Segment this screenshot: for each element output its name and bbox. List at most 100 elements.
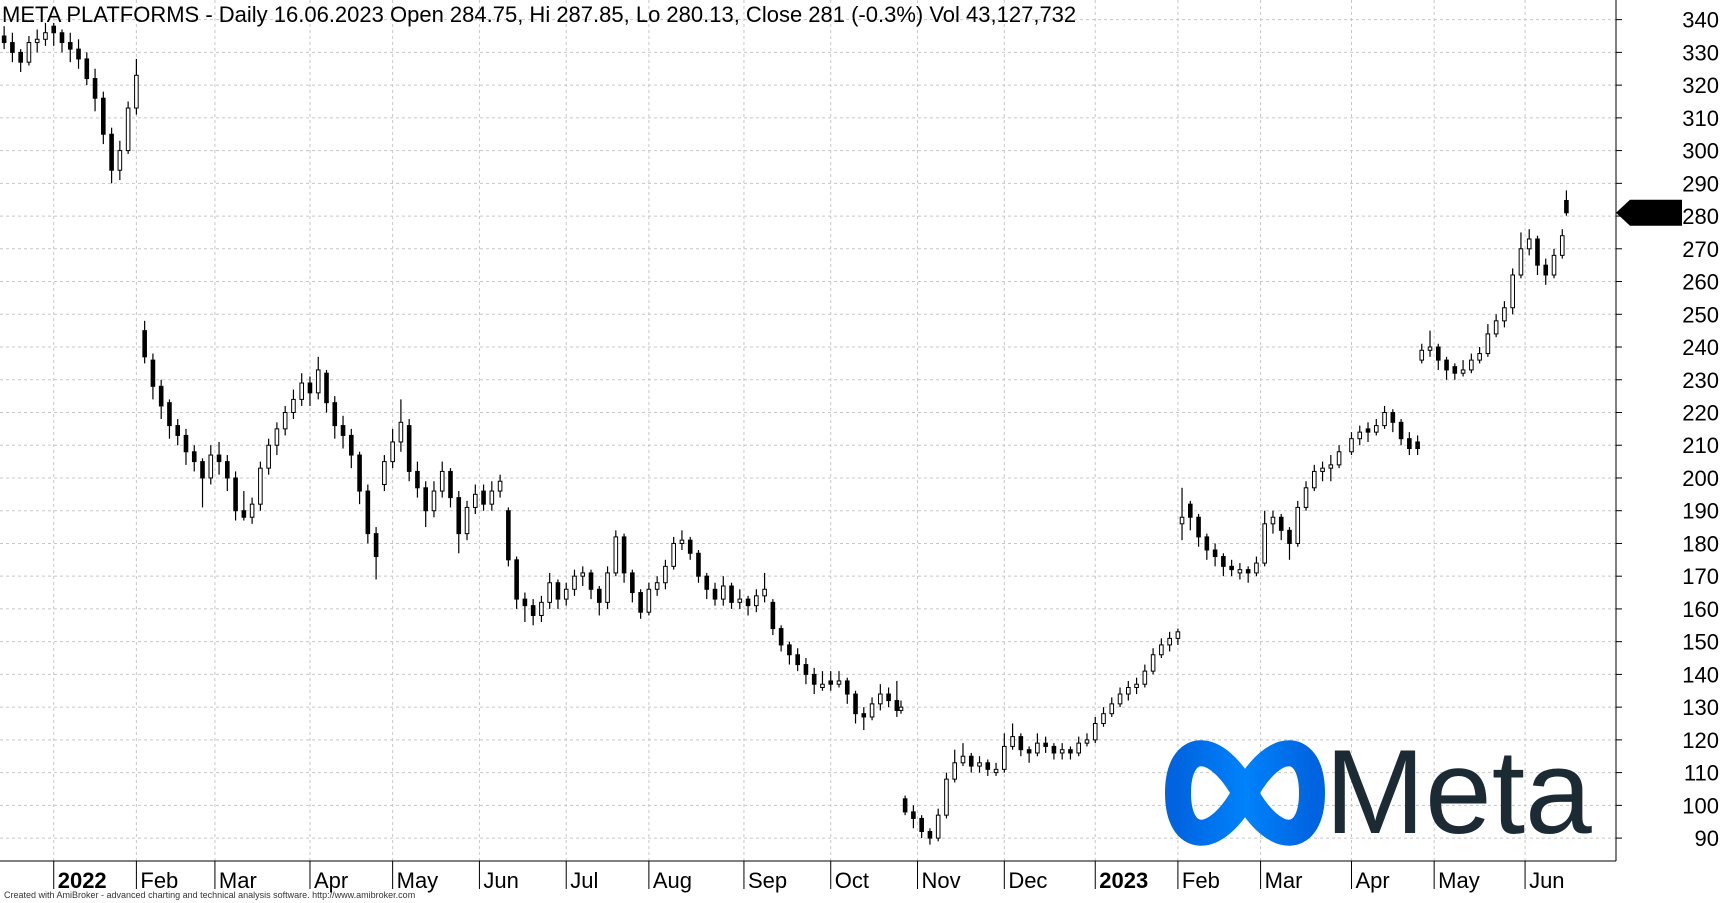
- candle-body: [1398, 421, 1404, 440]
- candle-body: [547, 582, 552, 603]
- candle-body: [167, 402, 172, 427]
- candle-body: [1167, 637, 1172, 646]
- candle-body: [1357, 431, 1363, 440]
- candle-body: [630, 572, 635, 594]
- candle-body: [1084, 739, 1090, 744]
- candle-body: [1564, 200, 1569, 214]
- last-price-marker: [1616, 199, 1682, 226]
- x-tick-label: Aug: [653, 868, 692, 893]
- candle-body: [1295, 506, 1301, 544]
- candle-body: [762, 588, 767, 597]
- candle-body: [125, 107, 131, 152]
- candle-body: [200, 461, 205, 479]
- candle-body: [522, 598, 528, 607]
- candle-body: [555, 582, 561, 600]
- y-tick-label: 160: [1682, 597, 1719, 622]
- candle-body: [844, 680, 850, 695]
- candle-body: [919, 817, 924, 833]
- x-tick-label: Feb: [1182, 868, 1220, 893]
- candle-body: [340, 425, 346, 436]
- candle-body: [935, 814, 941, 839]
- candle-body: [1150, 654, 1156, 672]
- candle-body: [572, 575, 577, 590]
- candle-body: [1026, 749, 1032, 754]
- y-tick-label: 330: [1682, 40, 1719, 65]
- y-tick-label: 300: [1682, 139, 1719, 164]
- x-tick-label: Oct: [835, 868, 869, 893]
- candle-body: [861, 713, 867, 718]
- candle-body: [332, 402, 338, 427]
- y-tick-label: 280: [1682, 204, 1719, 229]
- candle-body: [828, 680, 834, 685]
- candle-body: [646, 588, 652, 613]
- candle-body: [1518, 248, 1524, 276]
- candle-body: [1415, 441, 1420, 450]
- candle-body: [795, 654, 800, 666]
- candle-body: [1390, 411, 1396, 423]
- candle-body: [894, 700, 900, 711]
- candle-body: [530, 605, 536, 616]
- candle-body: [59, 32, 65, 44]
- candle-body: [1502, 307, 1507, 322]
- x-tick-label: Dec: [1008, 868, 1047, 893]
- candle-body: [621, 536, 627, 574]
- candle-body: [191, 451, 197, 463]
- candle-body: [985, 762, 991, 770]
- candle-body: [663, 565, 668, 584]
- candle-body: [1010, 736, 1015, 747]
- candle-body: [406, 425, 412, 472]
- candle-body: [233, 477, 238, 512]
- candle-body: [464, 506, 470, 535]
- y-tick-label: 290: [1682, 171, 1719, 196]
- y-tick-label: 310: [1682, 106, 1719, 131]
- candle-body: [1349, 438, 1354, 453]
- candle-body: [1419, 349, 1425, 361]
- candle-body: [1134, 683, 1139, 688]
- candle-body: [1365, 428, 1371, 433]
- candle-body: [1229, 565, 1234, 571]
- candle-body: [274, 428, 280, 446]
- candle-body: [1435, 346, 1441, 361]
- x-tick-label: 2022: [58, 868, 107, 893]
- candle-body: [886, 693, 891, 702]
- candle-body: [1278, 516, 1284, 531]
- candle-body: [1373, 425, 1379, 433]
- candle-body: [720, 585, 726, 600]
- candle-body: [968, 755, 974, 767]
- candle-body: [878, 693, 883, 705]
- candle-body: [67, 42, 73, 50]
- candle-body: [1535, 238, 1540, 266]
- y-tick-label: 230: [1682, 368, 1719, 393]
- candle-body: [1320, 467, 1325, 472]
- candle-body: [92, 78, 98, 99]
- candle-body: [1, 35, 7, 44]
- candle-body: [1245, 569, 1251, 574]
- candle-body: [456, 497, 462, 535]
- candle-body: [1262, 523, 1267, 564]
- candle-body: [993, 768, 999, 774]
- candle-body: [803, 664, 809, 675]
- candle-body: [671, 542, 676, 567]
- candle-body: [1444, 359, 1449, 371]
- y-tick-label: 170: [1682, 564, 1719, 589]
- candle-body: [1035, 742, 1040, 754]
- candle-body: [448, 470, 453, 499]
- x-tick-label: Mar: [219, 868, 257, 893]
- y-tick-label: 140: [1682, 662, 1719, 687]
- candle-body: [481, 490, 486, 505]
- candle-body: [638, 592, 643, 613]
- candle-body: [1254, 562, 1259, 574]
- candle-body: [654, 582, 660, 590]
- candle-body: [1287, 529, 1292, 544]
- candle-body: [704, 575, 710, 590]
- candle-body: [101, 97, 106, 135]
- y-tick-label: 240: [1682, 335, 1719, 360]
- y-tick-label: 180: [1682, 531, 1719, 556]
- candle-body: [911, 811, 916, 819]
- x-tick-label: May: [397, 868, 439, 893]
- candle-body: [10, 42, 15, 53]
- candle-body: [754, 595, 759, 607]
- candle-body: [18, 51, 23, 63]
- candle-body: [258, 467, 263, 505]
- credit: Created with AmiBroker - advanced charti…: [4, 890, 415, 900]
